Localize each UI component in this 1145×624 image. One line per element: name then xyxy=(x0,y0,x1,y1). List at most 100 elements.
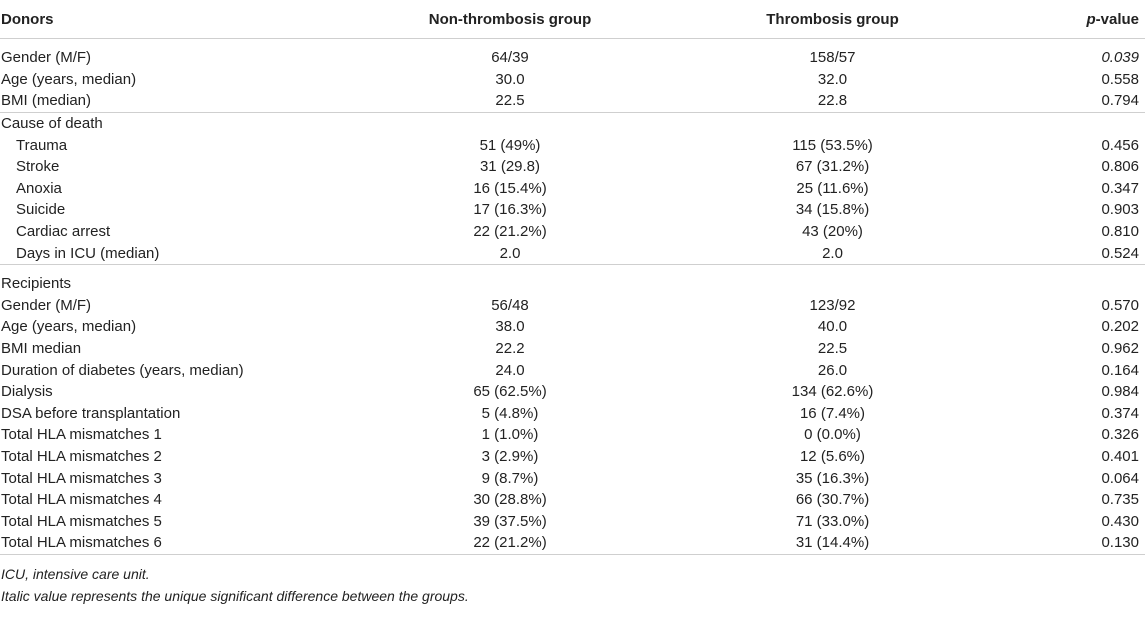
table-row: BMI median 22.2 22.5 0.962 xyxy=(0,338,1145,360)
cell-thr: 66 (30.7%) xyxy=(795,491,870,509)
cell-thr: 31 (14.4%) xyxy=(660,532,1005,555)
table-row: Age (years, median) 38.0 40.0 0.202 xyxy=(0,316,1145,338)
cell-thr: 134 (62.6%) xyxy=(791,383,874,401)
cell-p: 0.984 xyxy=(1101,383,1139,401)
header-donors: Donors xyxy=(0,0,360,39)
cell-non: 22.5 xyxy=(360,90,660,113)
cell-non: 51 (49%) xyxy=(479,136,541,154)
cell-non: 22.2 xyxy=(495,340,525,358)
section-title-cause: Cause of death xyxy=(1,115,103,133)
table-row: Stroke 31 (29.8) 67 (31.2%) 0.806 xyxy=(0,156,1145,178)
cell-thr: 12 (5.6%) xyxy=(799,447,866,465)
section-title-recipients: Recipients xyxy=(1,275,72,293)
row-label: Dialysis xyxy=(1,383,53,401)
row-label: Duration of diabetes (years, median) xyxy=(1,361,244,379)
cell-p: 0.570 xyxy=(1101,296,1139,314)
cell-non: 38.0 xyxy=(495,318,525,336)
cell-non: 64/39 xyxy=(491,49,529,67)
cell-non: 39 (37.5%) xyxy=(473,512,547,530)
table-row: Cardiac arrest 22 (21.2%) 43 (20%) 0.810 xyxy=(0,221,1145,243)
footnote-icu: ICU, intensive care unit. xyxy=(1,565,150,582)
table-container: Donors Non-thrombosis group Thrombosis g… xyxy=(0,0,1145,607)
cell-non: 9 (8.7%) xyxy=(481,469,539,487)
cell-thr: 34 (15.8%) xyxy=(795,201,870,219)
table-row: Total HLA mismatches 2 3 (2.9%) 12 (5.6%… xyxy=(0,446,1145,468)
cell-thr: 22.5 xyxy=(817,340,848,358)
cell-p: 0.524 xyxy=(1005,242,1145,265)
row-label: Total HLA mismatches 1 xyxy=(1,426,162,444)
table-row: Total HLA mismatches 5 39 (37.5%) 71 (33… xyxy=(0,510,1145,532)
cell-p: 0.456 xyxy=(1101,136,1139,154)
table-row: DSA before transplantation 5 (4.8%) 16 (… xyxy=(0,403,1145,425)
cell-thr: 32.0 xyxy=(817,70,848,88)
cell-non: 24.0 xyxy=(495,361,525,379)
cell-p: 0.806 xyxy=(1101,158,1139,176)
header-non-thrombosis: Non-thrombosis group xyxy=(360,0,660,39)
row-label: Stroke xyxy=(16,158,60,176)
cell-thr: 16 (7.4%) xyxy=(799,404,866,422)
cell-p: 0.374 xyxy=(1101,404,1139,422)
cell-p: 0.430 xyxy=(1101,512,1139,530)
cell-non: 5 (4.8%) xyxy=(481,404,539,422)
cell-p: 0.202 xyxy=(1101,318,1139,336)
cell-thr: 2.0 xyxy=(660,242,1005,265)
cell-thr: 40.0 xyxy=(817,318,848,336)
table-row: Suicide 17 (16.3%) 34 (15.8%) 0.903 xyxy=(0,199,1145,221)
cell-non: 65 (62.5%) xyxy=(473,383,547,401)
table-row: BMI (median) 22.5 22.8 0.794 xyxy=(0,90,1145,113)
cell-thr: 26.0 xyxy=(817,361,848,379)
cell-thr: 43 (20%) xyxy=(802,223,863,241)
row-label: Total HLA mismatches 6 xyxy=(0,532,360,555)
table-row: Gender (M/F) 56/48 123/92 0.570 xyxy=(0,295,1145,317)
table-row: Days in ICU (median) 2.0 2.0 0.524 xyxy=(0,242,1145,265)
row-label: Days in ICU (median) xyxy=(0,242,360,265)
row-label: Gender (M/F) xyxy=(1,49,92,67)
cell-thr: 0 (0.0%) xyxy=(804,426,861,444)
table-footnotes: ICU, intensive care unit. Italic value r… xyxy=(0,555,1145,607)
cell-p: 0.810 xyxy=(1101,223,1139,241)
table-row: Total HLA mismatches 3 9 (8.7%) 35 (16.3… xyxy=(0,467,1145,489)
row-label: Total HLA mismatches 3 xyxy=(1,469,162,487)
cell-p: 0.794 xyxy=(1005,90,1145,113)
header-row: Donors Non-thrombosis group Thrombosis g… xyxy=(0,0,1145,39)
row-label: BMI (median) xyxy=(0,90,360,113)
cell-non: 3 (2.9%) xyxy=(481,447,539,465)
table-row: Duration of diabetes (years, median) 24.… xyxy=(0,359,1145,381)
row-label: BMI median xyxy=(1,340,82,358)
cell-p-significant: 0.039 xyxy=(1101,49,1139,67)
row-label: Total HLA mismatches 2 xyxy=(1,447,162,465)
row-label: Total HLA mismatches 4 xyxy=(1,491,162,509)
table-row: Dialysis 65 (62.5%) 134 (62.6%) 0.984 xyxy=(0,381,1145,403)
header-p-value: p-value xyxy=(1005,0,1145,39)
cell-p: 0.064 xyxy=(1101,469,1139,487)
cell-thr: 158/57 xyxy=(809,49,856,67)
cell-non: 56/48 xyxy=(491,296,529,314)
header-thrombosis: Thrombosis group xyxy=(660,0,1005,39)
row-label: Anoxia xyxy=(16,179,62,197)
row-label: Age (years, median) xyxy=(1,318,137,336)
row-label: Suicide xyxy=(16,201,66,219)
cell-p: 0.130 xyxy=(1005,532,1145,555)
table-row: Gender (M/F) 64/39 158/57 0.039 xyxy=(0,47,1145,69)
cell-p: 0.326 xyxy=(1101,426,1139,444)
header-p-rest: -value xyxy=(1095,10,1139,28)
cell-p: 0.347 xyxy=(1101,179,1139,197)
cell-non: 16 (15.4%) xyxy=(473,179,547,197)
row-label: DSA before transplantation xyxy=(1,404,181,422)
cell-thr: 25 (11.6%) xyxy=(796,179,869,197)
cell-non: 1 (1.0%) xyxy=(481,426,539,444)
footnote-italic: Italic value represents the unique signi… xyxy=(1,587,469,604)
cell-p: 0.962 xyxy=(1101,340,1139,358)
cell-p: 0.401 xyxy=(1101,447,1139,465)
cell-thr: 115 (53.5%) xyxy=(792,136,873,154)
cell-thr: 67 (31.2%) xyxy=(795,158,870,176)
cell-non: 30 (28.8%) xyxy=(473,491,547,509)
cell-p: 0.558 xyxy=(1101,70,1139,88)
row-label: Total HLA mismatches 5 xyxy=(1,512,162,530)
section-title-row: Cause of death xyxy=(0,112,1145,134)
cell-thr: 123/92 xyxy=(809,296,856,314)
cell-p: 0.735 xyxy=(1101,491,1139,509)
table-row: Total HLA mismatches 1 1 (1.0%) 0 (0.0%)… xyxy=(0,424,1145,446)
section-title-row: Recipients xyxy=(0,273,1145,295)
table-row: Age (years, median) 30.0 32.0 0.558 xyxy=(0,69,1145,91)
